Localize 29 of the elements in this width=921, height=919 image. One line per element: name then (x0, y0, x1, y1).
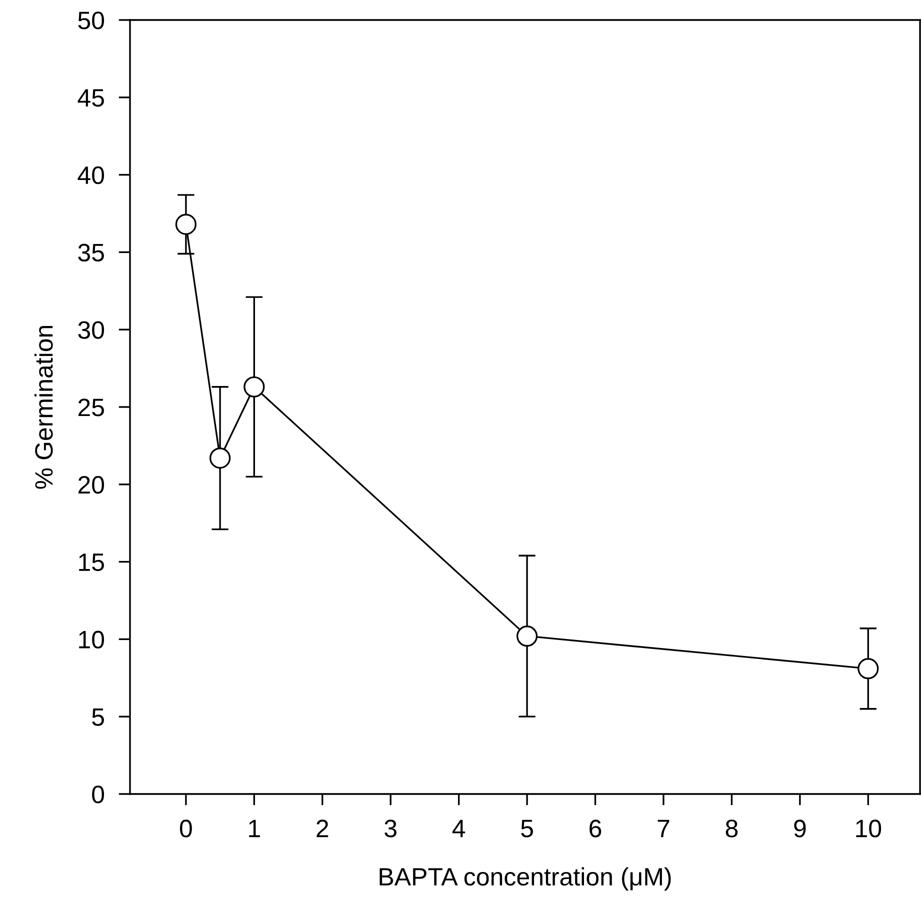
y-tick-label: 35 (78, 244, 104, 262)
x-tick-label: 9 (794, 820, 806, 838)
x-tick-label: 7 (658, 820, 670, 838)
y-tick-label: 0 (92, 786, 104, 804)
y-tick-label: 40 (78, 166, 104, 184)
x-tick-label: 2 (316, 820, 328, 838)
point (175, 214, 196, 235)
y-tick-label: 15 (79, 554, 104, 572)
x-tick-label: 4 (452, 820, 466, 838)
y-tick-label: 5 (92, 708, 104, 726)
x-tick-label: 3 (384, 820, 396, 838)
y-tick-label: 45 (78, 89, 104, 107)
x-tick-label: 10 (856, 820, 882, 838)
y-tick-label: 30 (78, 321, 104, 339)
y-tick-label: 10 (79, 630, 104, 649)
point (858, 658, 879, 680)
x-tick-label: 0 (180, 820, 192, 838)
point (516, 626, 538, 647)
x-tick-label: 1 (249, 820, 260, 838)
x-tick-label: 8 (726, 820, 738, 838)
y-tick-label: 25 (78, 398, 104, 416)
point (209, 448, 231, 469)
x-axis-title: BAPTA concentration (μM) (380, 867, 671, 891)
x-tick-label: 5 (521, 820, 533, 838)
x-tick-label: 6 (590, 820, 602, 838)
y-tick-label: 50 (78, 12, 104, 30)
y-axis-title: % Germination (34, 326, 53, 489)
point (244, 376, 265, 398)
y-tick-label: 20 (78, 476, 104, 494)
